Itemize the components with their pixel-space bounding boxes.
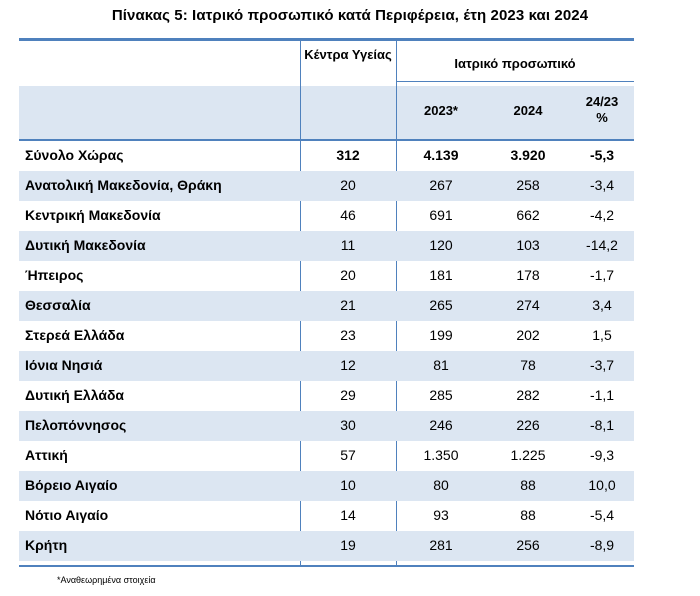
cell-health-centers: 20	[340, 177, 356, 193]
cell-health-centers: 11	[340, 237, 356, 253]
cell-2024: 256	[516, 537, 540, 553]
cell-2023: 4.139	[423, 147, 459, 163]
row-label: Ήπειρος	[25, 267, 84, 283]
header-change: 24/23 %	[585, 94, 619, 125]
row-label: Ανατολική Μακεδονία, Θράκη	[25, 177, 222, 193]
table-row: Δυτική Μακεδονία 11 120 103 -14,2	[19, 231, 634, 261]
cell-2023: 285	[429, 387, 453, 403]
cell-2024: 226	[516, 417, 540, 433]
row-label: Βόρειο Αιγαίο	[25, 477, 118, 493]
table-row: Ανατολική Μακεδονία, Θράκη 20 267 258 -3,4	[19, 171, 634, 201]
header-2024: 2024	[513, 103, 543, 118]
row-label: Αττική	[25, 447, 68, 463]
cell-2024: 258	[516, 177, 540, 193]
cell-2024: 178	[516, 267, 540, 283]
row-label: Κεντρική Μακεδονία	[25, 207, 161, 223]
cell-2024: 202	[516, 327, 540, 343]
table-row: Νότιο Αιγαίο 14 93 88 -5,4	[19, 501, 634, 531]
cell-health-centers: 30	[340, 417, 356, 433]
table-row: Θεσσαλία 21 265 274 3,4	[19, 291, 634, 321]
cell-2024: 88	[520, 477, 536, 493]
cell-2024: 1.225	[510, 447, 546, 463]
table-row: Πελοπόννησος 30 246 226 -8,1	[19, 411, 634, 441]
cell-2023: 80	[433, 477, 449, 493]
header-centers: Κέντρα Υγείας	[304, 47, 392, 62]
row-label: Δυτική Ελλάδα	[25, 387, 125, 403]
cell-change: -4,2	[589, 207, 615, 223]
table-top-rule	[19, 38, 634, 41]
cell-change: -9,3	[589, 447, 615, 463]
header-divider-right	[396, 41, 397, 139]
row-label: Νότιο Αιγαίο	[25, 507, 109, 523]
cell-2023: 1.350	[423, 447, 459, 463]
header-medical-staff: Ιατρικό προσωπικό	[454, 56, 576, 71]
cell-change: -8,9	[589, 537, 615, 553]
row-label: Κρήτη	[25, 537, 68, 553]
footnote: *Αναθεωρημένα στοιχεία	[57, 575, 156, 585]
cell-change: 1,5	[592, 327, 612, 343]
cell-change: -5,4	[589, 507, 615, 523]
table-row: Δυτική Ελλάδα 29 285 282 -1,1	[19, 381, 634, 411]
cell-2024: 103	[516, 237, 540, 253]
cell-2023: 267	[429, 177, 453, 193]
row-label: Σύνολο Χώρας	[25, 147, 124, 163]
row-label: Θεσσαλία	[25, 297, 91, 313]
cell-change: -8,1	[589, 417, 615, 433]
cell-change: -3,7	[589, 357, 615, 373]
cell-health-centers: 12	[340, 357, 356, 373]
cell-2023: 199	[429, 327, 453, 343]
cell-health-centers: 29	[340, 387, 356, 403]
cell-health-centers: 57	[340, 447, 356, 463]
header-band	[19, 86, 634, 139]
cell-health-centers: 23	[340, 327, 356, 343]
cell-2023: 93	[433, 507, 449, 523]
cell-2024: 88	[520, 507, 536, 523]
cell-2023: 181	[429, 267, 453, 283]
cell-health-centers: 14	[340, 507, 356, 523]
cell-change: -1,7	[589, 267, 615, 283]
table-row: Κρήτη 19 281 256 -8,9	[19, 531, 634, 561]
cell-2024: 78	[520, 357, 536, 373]
table-row: Αττική 57 1.350 1.225 -9,3	[19, 441, 634, 471]
cell-change: -1,1	[589, 387, 615, 403]
cell-health-centers: 20	[340, 267, 356, 283]
header-rule	[19, 139, 634, 141]
cell-2024: 282	[516, 387, 540, 403]
row-label: Πελοπόννησος	[25, 417, 127, 433]
table-row: Ήπειρος 20 181 178 -1,7	[19, 261, 634, 291]
cell-2023: 81	[433, 357, 449, 373]
cell-health-centers: 10	[340, 477, 356, 493]
cell-health-centers: 312	[336, 147, 360, 163]
cell-change: -14,2	[586, 237, 618, 253]
row-label: Δυτική Μακεδονία	[25, 237, 146, 253]
cell-2024: 3.920	[510, 147, 546, 163]
group-underline	[396, 81, 634, 82]
cell-health-centers: 21	[340, 297, 356, 313]
table-row: Στερεά Ελλάδα 23 199 202 1,5	[19, 321, 634, 351]
cell-change: -5,3	[589, 147, 615, 163]
table-row-total: Σύνολο Χώρας 312 4.139 3.920 -5,3	[19, 141, 634, 171]
cell-2023: 246	[429, 417, 453, 433]
cell-2023: 691	[429, 207, 453, 223]
cell-change: -3,4	[589, 177, 615, 193]
cell-change: 10,0	[588, 477, 616, 493]
table-title: Πίνακας 5: Ιατρικό προσωπικό κατά Περιφέ…	[111, 7, 589, 24]
cell-2024: 274	[516, 297, 540, 313]
table-row: Ιόνια Νησιά 12 81 78 -3,7	[19, 351, 634, 381]
row-label: Ιόνια Νησιά	[25, 357, 103, 373]
row-label: Στερεά Ελλάδα	[25, 327, 125, 343]
cell-2023: 120	[429, 237, 453, 253]
cell-change: 3,4	[592, 297, 612, 313]
header-2023: 2023*	[424, 103, 458, 118]
cell-2023: 281	[429, 537, 453, 553]
cell-health-centers: 19	[340, 537, 356, 553]
table-row: Βόρειο Αιγαίο 10 80 88 10,0	[19, 471, 634, 501]
table-bottom-rule	[19, 565, 634, 567]
cell-health-centers: 46	[340, 207, 356, 223]
cell-2023: 265	[429, 297, 453, 313]
table-row: Κεντρική Μακεδονία 46 691 662 -4,2	[19, 201, 634, 231]
header-divider-left	[300, 41, 301, 139]
cell-2024: 662	[516, 207, 540, 223]
